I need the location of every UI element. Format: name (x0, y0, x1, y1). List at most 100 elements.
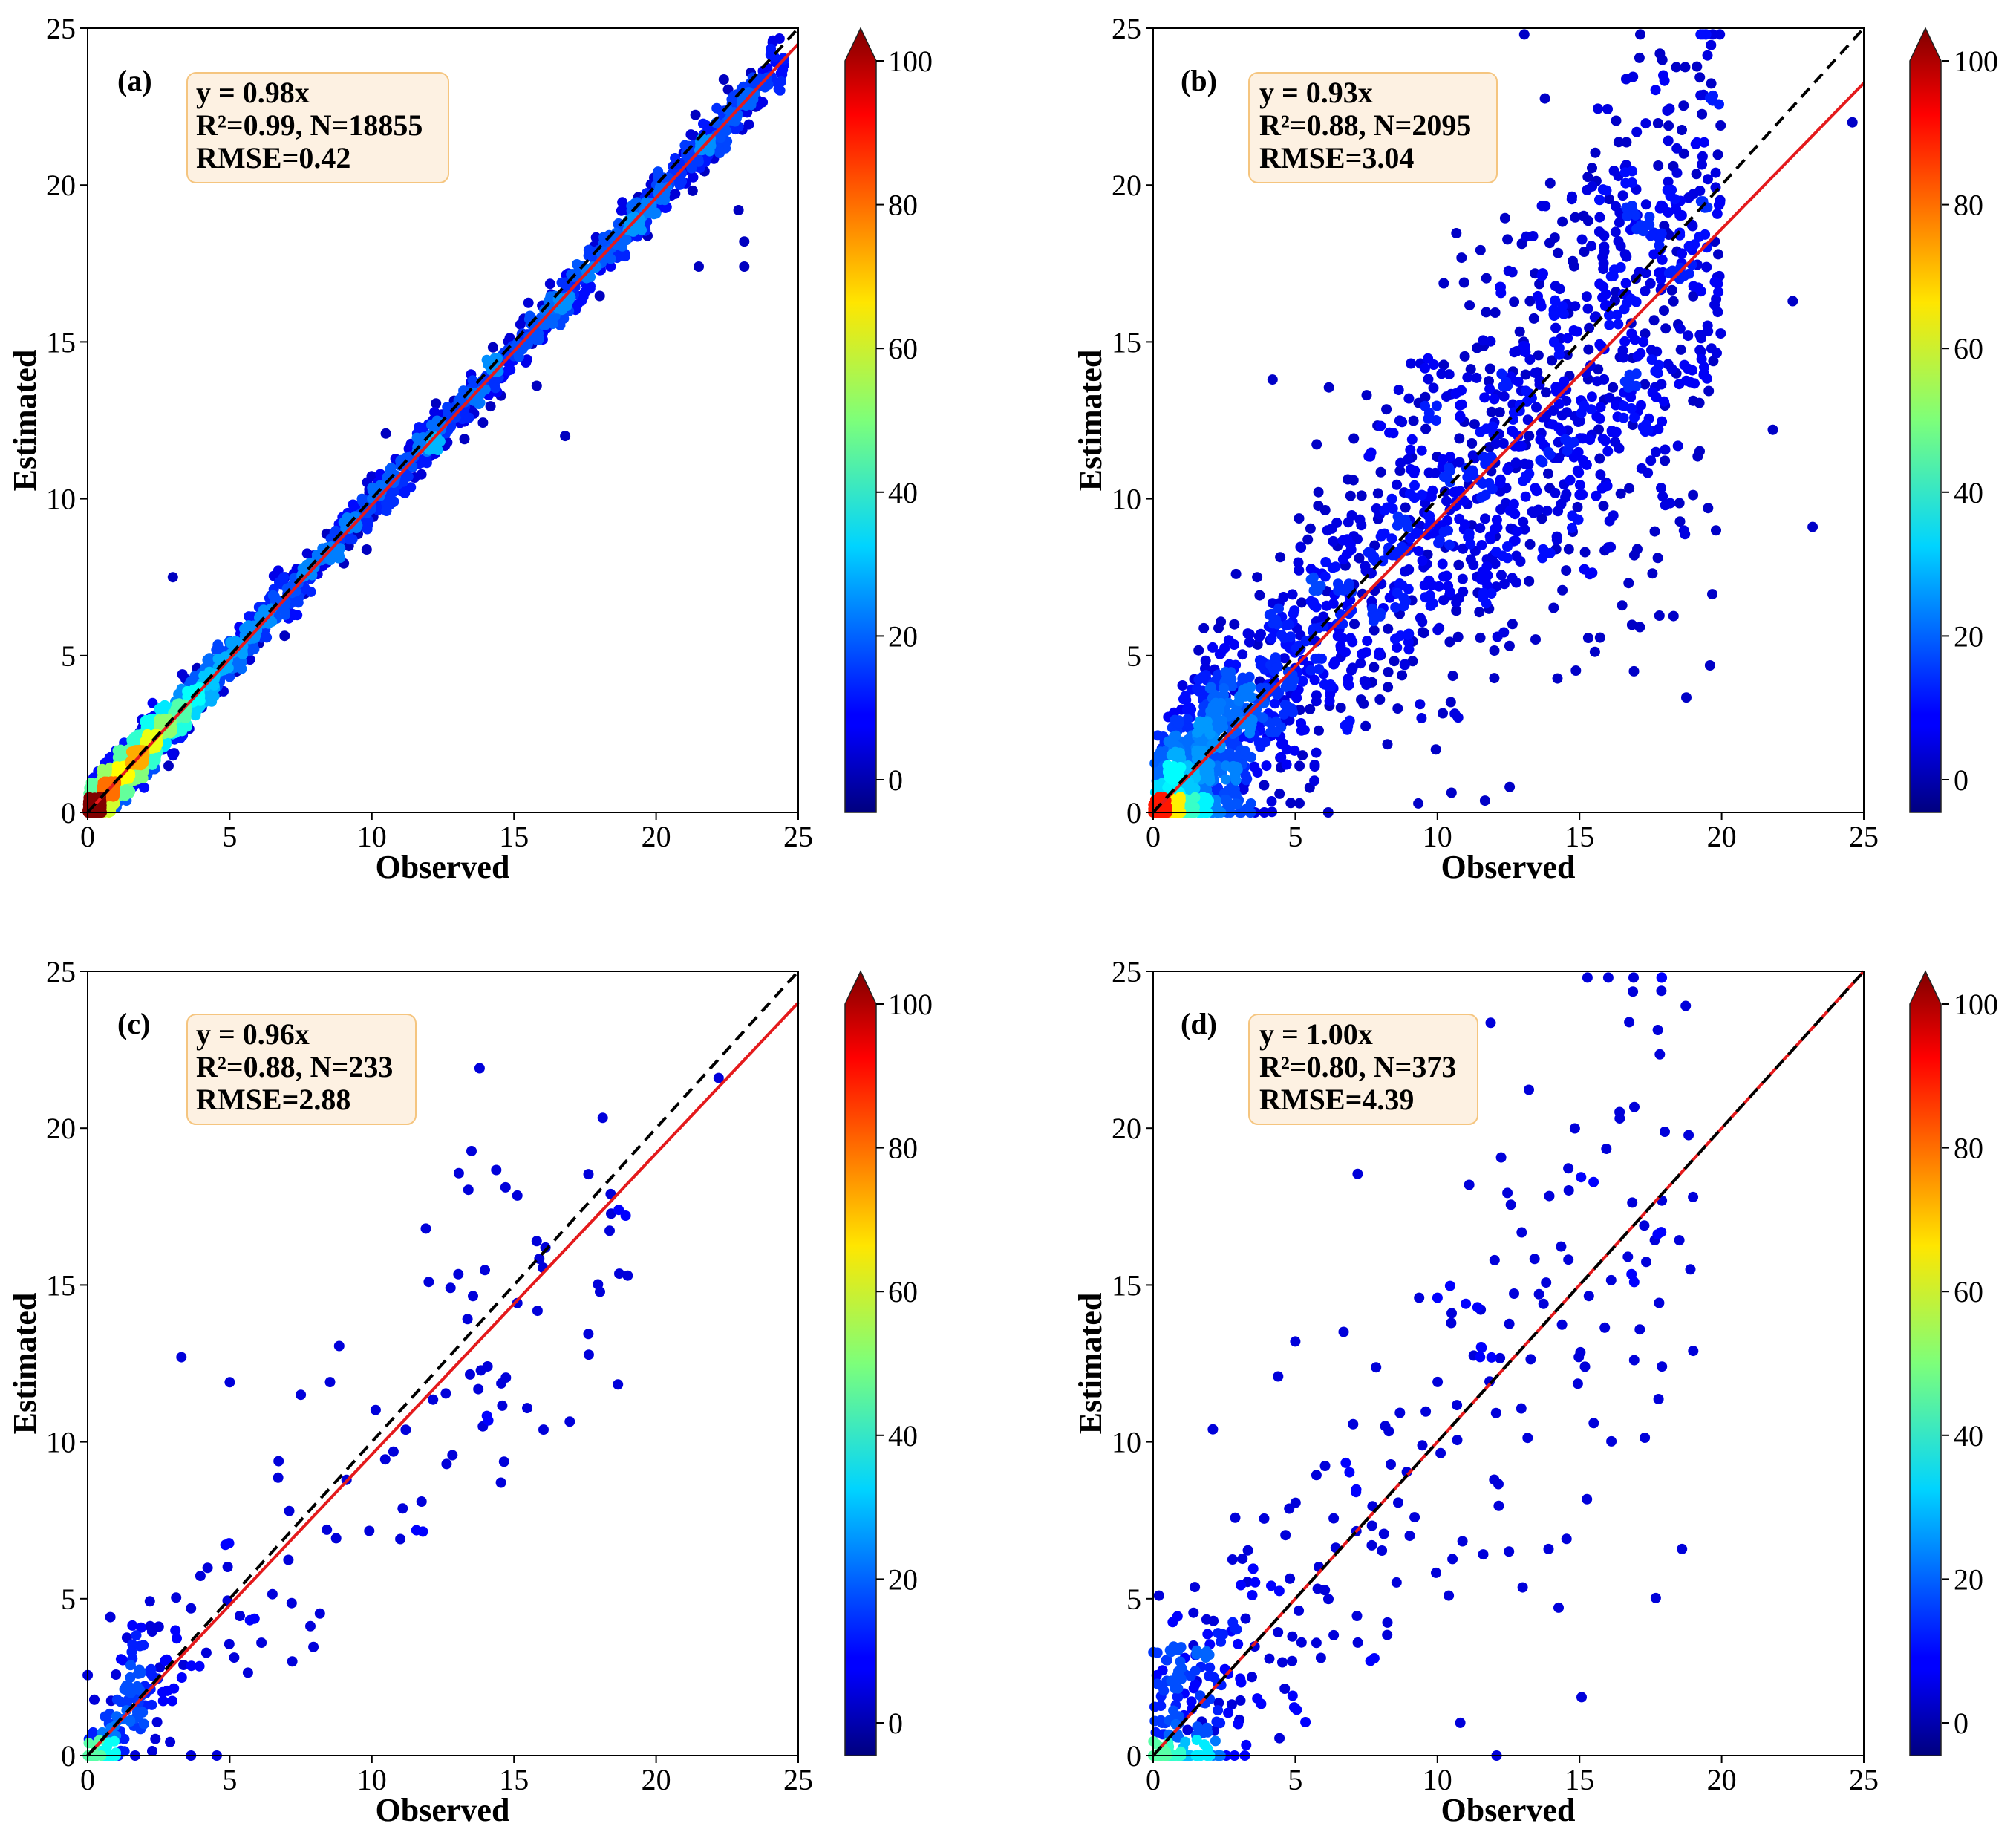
colorbar-tick-label: 20 (1954, 619, 1983, 653)
scatter-point (398, 476, 409, 487)
scatter-point (453, 1167, 464, 1179)
scatter-point (1490, 307, 1501, 318)
scatter-point (202, 1562, 213, 1574)
scatter-point (1409, 492, 1420, 503)
scatter-point (1356, 490, 1367, 501)
scatter-point (1252, 572, 1263, 583)
scatter-point (523, 297, 534, 308)
scatter-point (1417, 627, 1428, 638)
scatter-point (1589, 646, 1600, 657)
scatter-point (1656, 379, 1667, 390)
scatter-point (1361, 390, 1372, 401)
scatter-point (1577, 489, 1588, 500)
scatter-point (167, 572, 178, 583)
scatter-point (1787, 296, 1798, 307)
scatter-point (1531, 402, 1542, 413)
scatter-point (1715, 120, 1726, 131)
scatter-point (1618, 412, 1629, 423)
scatter-point (685, 129, 697, 140)
scatter-point (1413, 546, 1424, 556)
scatter-point (1475, 244, 1486, 255)
scatter-point (1678, 100, 1689, 111)
x-axis-label: Observed (376, 849, 510, 885)
scatter-point (333, 1340, 345, 1352)
scatter-point (1221, 669, 1233, 680)
scatter-point (462, 1314, 473, 1325)
scatter-point (480, 1265, 490, 1276)
scatter-point (1504, 781, 1516, 792)
scatter-point (1567, 191, 1577, 202)
scatter-point (521, 357, 532, 368)
scatter-point (1447, 671, 1458, 682)
scatter-point (1623, 578, 1634, 589)
scatter-point (690, 109, 701, 120)
scatter-point (1660, 323, 1671, 334)
scatter-point (522, 1403, 532, 1414)
scatter-point (1328, 535, 1339, 547)
scatter-point (1441, 495, 1452, 506)
x-tick-label: 25 (783, 820, 813, 853)
scatter-point (1499, 212, 1510, 224)
scatter-point (273, 1456, 284, 1467)
x-axis-ticks: 0 5 10 15 20 25 (1146, 812, 1879, 853)
scatter-point (1548, 336, 1559, 348)
scatter-point (1659, 396, 1669, 407)
scatter-point (1459, 351, 1470, 362)
scatter-point (1287, 589, 1298, 600)
scatter-point (1573, 446, 1584, 457)
scatter-point (1428, 359, 1439, 370)
scatter-point (1675, 344, 1686, 355)
scatter-point (1467, 438, 1478, 449)
scatter-point (1666, 363, 1677, 374)
scatter-point (1663, 135, 1674, 146)
scatter-point (495, 1477, 506, 1488)
scatter-point (1631, 126, 1643, 137)
scatter-point (1512, 526, 1523, 537)
scatter-point (1596, 483, 1608, 494)
scatter-point (1480, 513, 1490, 524)
scatter-point (1653, 160, 1664, 171)
scatter-point (1181, 704, 1193, 715)
scatter-point (1366, 547, 1377, 558)
scatter-point (284, 1505, 295, 1516)
scatter-point (1709, 276, 1720, 287)
scatter-point (1617, 600, 1628, 611)
scatter-point (1515, 556, 1526, 567)
scatter-point (89, 1694, 100, 1705)
scatter-point (1594, 212, 1605, 223)
scatter-point (1423, 374, 1434, 385)
scatter-point (1242, 628, 1253, 639)
scatter-point (1683, 330, 1694, 342)
scatter-point (427, 420, 438, 431)
y-tick-label: 15 (1112, 325, 1141, 359)
scatter-point (774, 85, 786, 96)
scatter-point (186, 1660, 197, 1672)
scatter-point (1524, 538, 1536, 550)
scatter-point (1582, 172, 1593, 183)
scatter-point (531, 380, 542, 391)
scatter-point (1703, 503, 1714, 514)
scatter-point (1430, 744, 1441, 755)
scatter-point (1542, 505, 1553, 516)
scatter-point (1305, 665, 1317, 676)
scatter-point (1694, 72, 1706, 83)
scatter-point (1683, 363, 1694, 374)
scatter-point (395, 1533, 406, 1545)
scatter-point (1454, 433, 1465, 444)
scatter-point (1481, 307, 1492, 318)
scatter-point (721, 126, 732, 137)
scatter-point (370, 1404, 381, 1415)
scatter-point (1202, 798, 1213, 809)
scatter-point (1713, 287, 1724, 298)
x-axis-ticks: 0 5 10 15 20 25 (80, 812, 813, 853)
colorbar-tick-label: 80 (1954, 189, 1983, 222)
scatter-point (1657, 254, 1668, 265)
scatter-point (1193, 674, 1204, 685)
scatter-point (1622, 211, 1633, 222)
scatter-point (1598, 258, 1609, 269)
scatter-point (1329, 656, 1340, 668)
scatter-point (1333, 585, 1344, 596)
scatter-point (222, 1562, 233, 1572)
y-tick-label: 20 (1112, 169, 1141, 202)
